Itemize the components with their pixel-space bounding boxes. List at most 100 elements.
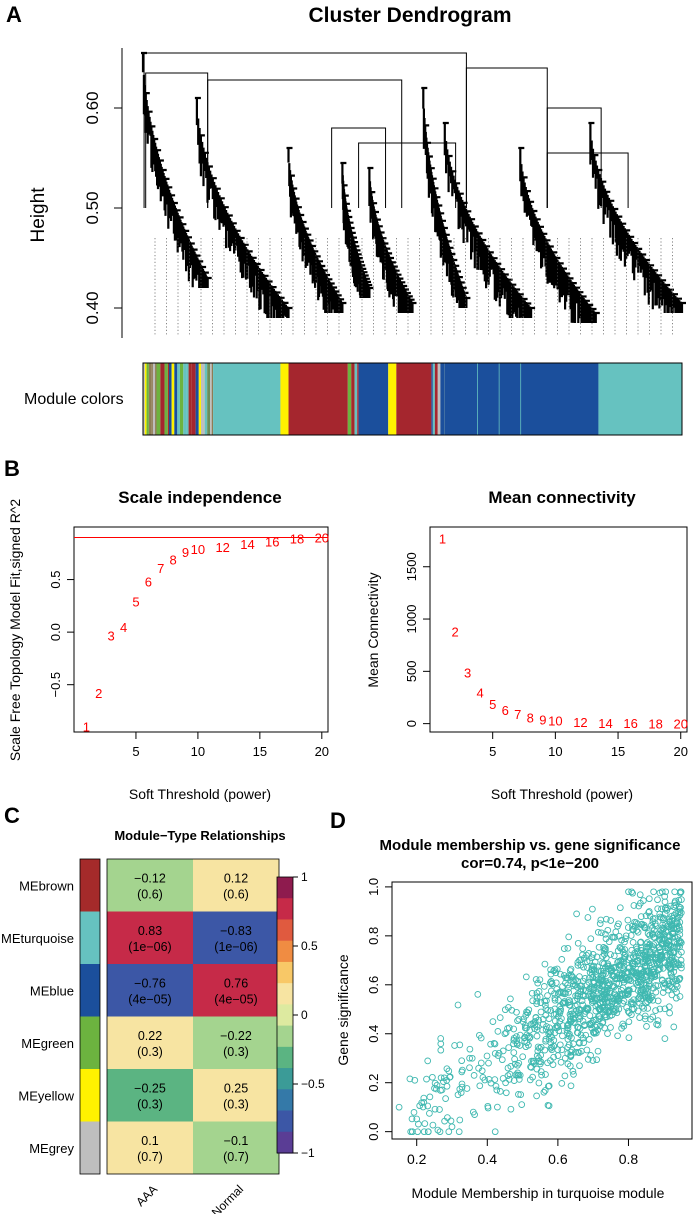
colorbar-tick-label: −1 xyxy=(301,1146,315,1160)
gene-point xyxy=(671,897,679,905)
connectivity-point-label: 18 xyxy=(648,716,662,731)
gene-point xyxy=(577,1031,585,1039)
heatmap-cell xyxy=(107,1069,193,1122)
gene-point xyxy=(607,1024,614,1031)
gene-point xyxy=(534,979,542,987)
gene-point xyxy=(628,888,635,896)
x-tick-label: 20 xyxy=(315,744,329,759)
gene-point xyxy=(484,1102,492,1110)
gene-point xyxy=(533,989,541,997)
gene-point xyxy=(639,975,647,982)
gene-point xyxy=(615,1005,623,1013)
gene-point xyxy=(533,997,541,1005)
gene-point xyxy=(624,916,632,924)
gene-point xyxy=(533,1065,541,1073)
module-color-swatch xyxy=(80,859,100,912)
gene-point xyxy=(641,963,648,970)
module-strip-segment xyxy=(171,363,175,435)
module-strip-segment xyxy=(437,363,441,435)
gene-point xyxy=(656,956,664,964)
module-strip-segment xyxy=(477,363,478,435)
gene-point xyxy=(546,1032,554,1040)
gene-point xyxy=(545,1035,553,1043)
membership-points xyxy=(395,888,685,1136)
gene-point xyxy=(656,1005,664,1013)
gene-point xyxy=(641,1015,649,1023)
gene-point xyxy=(612,928,620,936)
power-point-label: 20 xyxy=(315,531,329,546)
colorbar-swatch xyxy=(277,1110,293,1133)
gene-point xyxy=(566,967,574,974)
y-tick-label: 0.4 xyxy=(366,1025,381,1043)
y-tick-label: 0.6 xyxy=(366,976,381,994)
module-strip-segment xyxy=(347,363,352,435)
gene-point xyxy=(585,950,593,957)
gene-point xyxy=(545,1102,553,1110)
gene-point xyxy=(550,1011,558,1018)
gene-point xyxy=(677,888,685,896)
gene-point xyxy=(491,1128,499,1136)
colorbar-swatch xyxy=(277,1068,293,1090)
gene-point xyxy=(641,1012,649,1020)
gene-point xyxy=(625,1009,633,1017)
gene-point xyxy=(437,1035,445,1042)
gene-point xyxy=(598,977,606,985)
gene-point xyxy=(553,1022,561,1030)
gene-point xyxy=(565,1041,573,1049)
gene-point xyxy=(522,973,530,981)
power-point-label: 3 xyxy=(108,628,115,643)
gene-point xyxy=(466,1045,474,1053)
heatmap-cell xyxy=(193,1016,279,1069)
power-point-label: 7 xyxy=(157,561,164,576)
gene-point xyxy=(579,951,586,959)
y-tick-label: 0 xyxy=(404,720,419,727)
gene-point xyxy=(596,920,604,927)
gene-point xyxy=(468,1054,476,1062)
gene-point xyxy=(545,1015,553,1023)
gene-point xyxy=(565,1032,573,1040)
gene-point xyxy=(457,1089,465,1096)
gene-point xyxy=(546,1024,553,1032)
gene-point xyxy=(445,1128,453,1136)
heatmap-cell xyxy=(193,1069,279,1122)
module-strip-segment xyxy=(388,363,397,435)
module-strip-segment xyxy=(174,363,178,435)
gene-point xyxy=(561,1054,569,1062)
gene-point xyxy=(652,988,660,996)
gene-point xyxy=(494,1028,502,1035)
gene-point xyxy=(625,1034,633,1042)
gene-point xyxy=(406,1075,414,1083)
row-label-MEblue: MEblue xyxy=(30,983,74,998)
gene-point xyxy=(634,995,642,1003)
gene-point xyxy=(563,1022,571,1030)
gene-point xyxy=(602,989,610,996)
gene-point xyxy=(556,1041,564,1049)
heatmap-cell-value: −0.76 xyxy=(134,976,166,990)
row-label-MEyellow: MEyellow xyxy=(18,1088,74,1103)
gene-point xyxy=(420,1098,428,1106)
gene-point xyxy=(433,1081,441,1089)
gene-point xyxy=(558,1015,565,1022)
heatmap-cell-pvalue: (0.7) xyxy=(137,1150,163,1164)
dendrogram-branch xyxy=(143,52,467,208)
gene-point xyxy=(641,959,649,967)
gene-point xyxy=(537,1051,545,1059)
module-strip-segment xyxy=(213,363,281,435)
gene-point xyxy=(551,990,558,997)
y-tick-label: 0.2 xyxy=(366,1074,381,1092)
module-trait-heatmap: MEbrown −0.12 (0.6) 0.12 (0.6) MEturquoise 0.8… xyxy=(1,858,280,1214)
dendrogram-cluster xyxy=(442,121,536,318)
gene-point xyxy=(589,905,596,913)
gene-point xyxy=(676,993,684,1000)
gene-point xyxy=(637,913,645,920)
gene-point xyxy=(513,1008,520,1016)
gene-point xyxy=(590,965,598,973)
gene-point xyxy=(673,988,680,996)
module-strip-segment xyxy=(440,363,445,435)
module-strip-segment xyxy=(155,363,157,435)
heatmap-cell xyxy=(107,964,193,1017)
dendrogram-y-ticks: 0.40 0.50 0.60 xyxy=(83,91,122,325)
gene-point xyxy=(630,1005,638,1013)
gene-point xyxy=(539,1015,547,1023)
